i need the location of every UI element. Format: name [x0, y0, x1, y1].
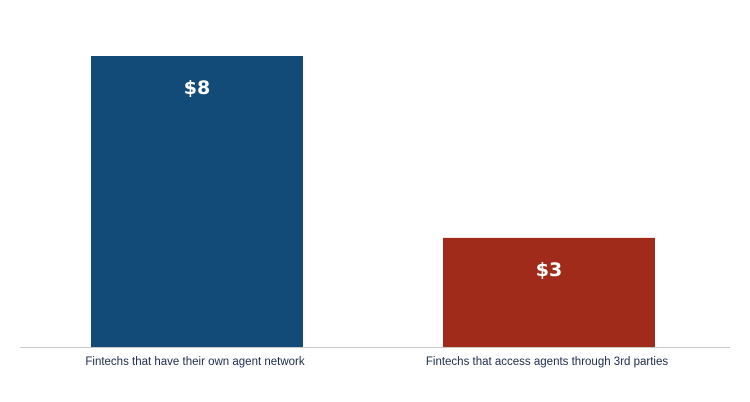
category-label-2: Fintechs that access agents through 3rd … [426, 356, 669, 368]
labels-group: $8 Fintechs that have their own agent net… [85, 77, 668, 368]
bar-1 [91, 56, 303, 347]
bar-2 [443, 237, 655, 347]
data-label-1: $8 [184, 77, 210, 99]
bars-group [91, 56, 655, 347]
data-label-2: $3 [536, 259, 562, 281]
category-label-1: Fintechs that have their own agent netwo… [85, 356, 305, 368]
